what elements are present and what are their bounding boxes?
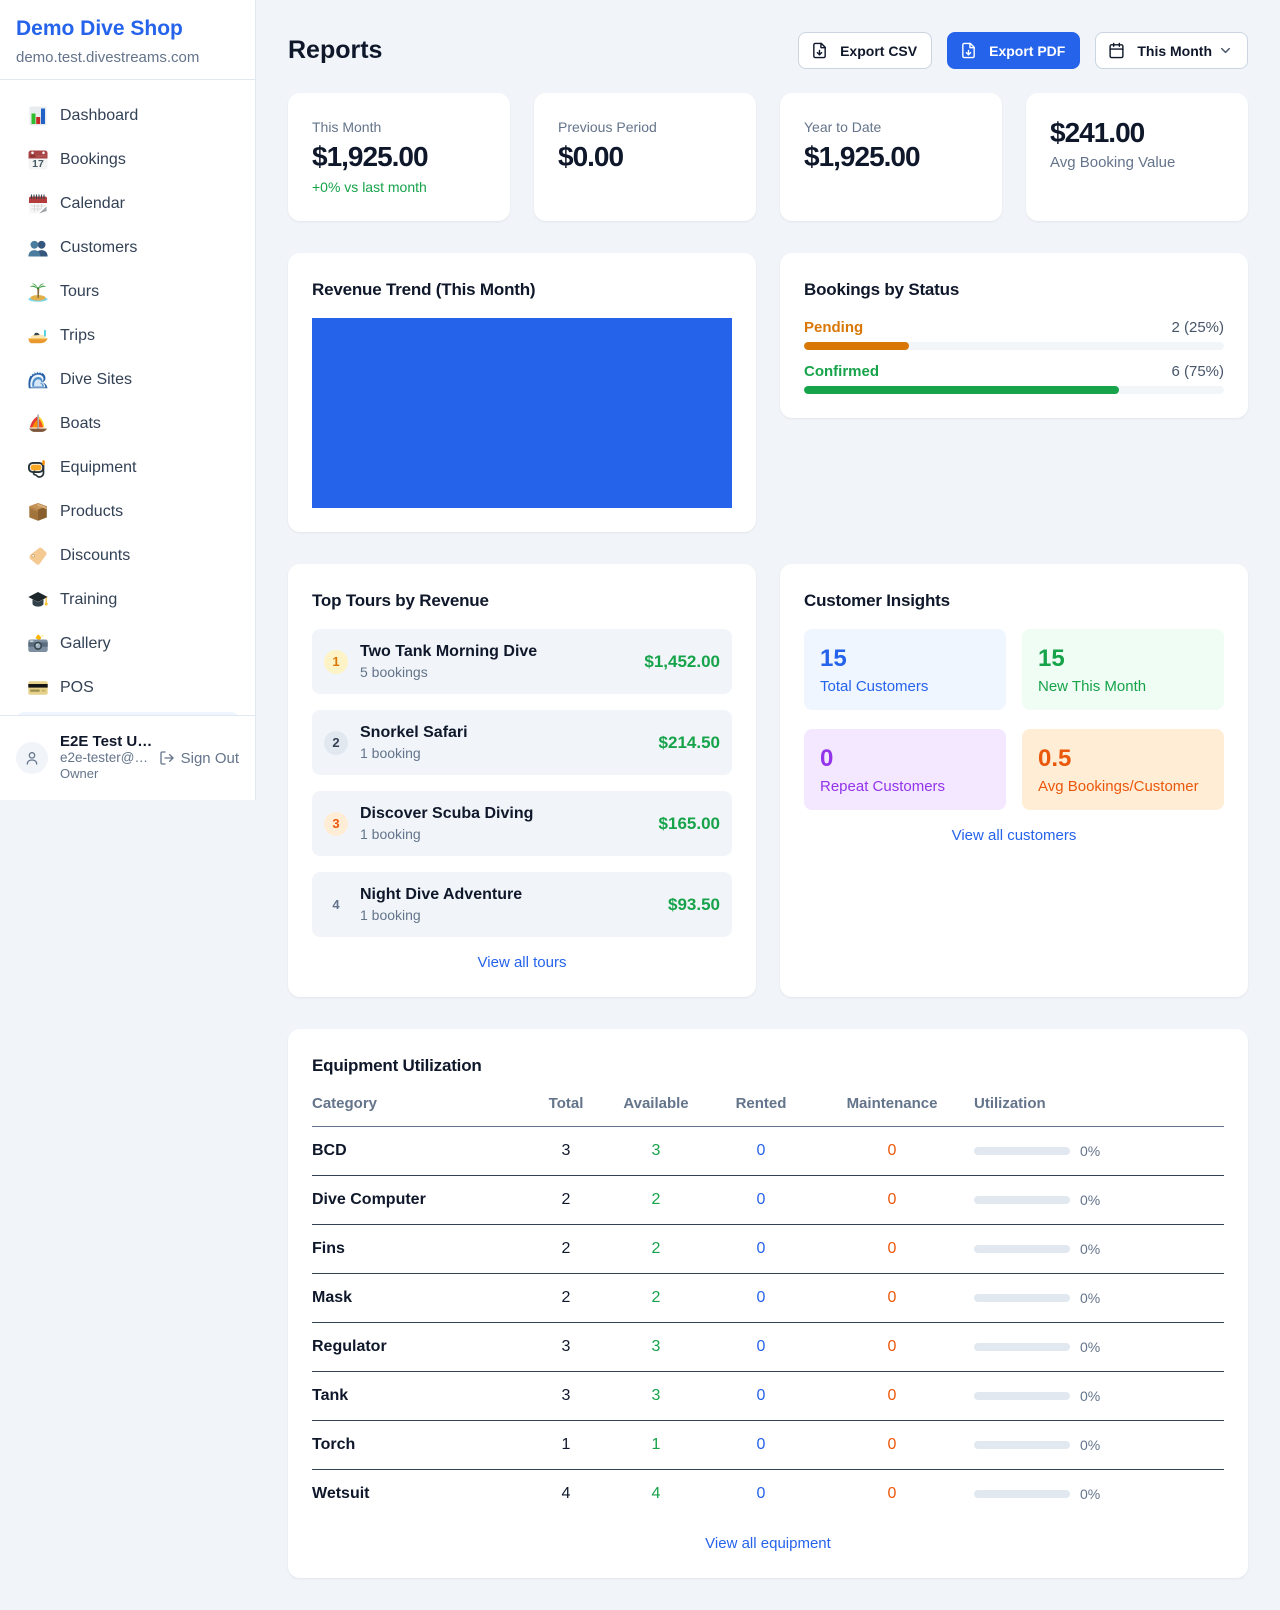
svg-text:17: 17 [32,158,44,170]
